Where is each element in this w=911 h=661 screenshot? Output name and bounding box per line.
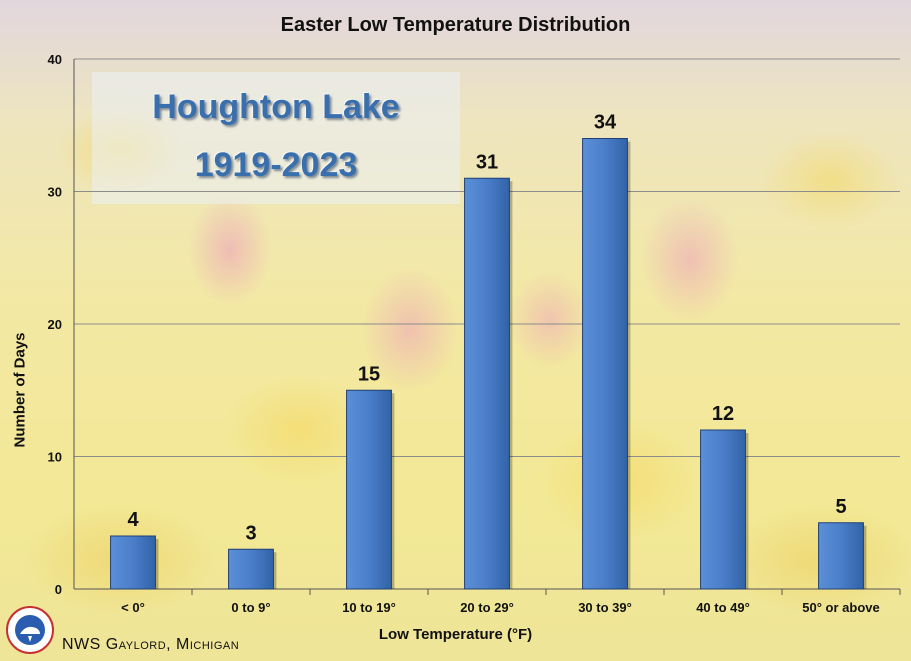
- x-tick-label: 0 to 9°: [231, 600, 270, 615]
- bar: [464, 177, 510, 590]
- x-tick-label: < 0°: [121, 600, 145, 615]
- chart-title: Easter Low Temperature Distribution: [280, 14, 631, 36]
- data-label: 31: [476, 151, 498, 173]
- bar: [582, 138, 628, 590]
- footer-credit: NWS Gaylord, Michigan: [62, 636, 240, 653]
- data-label: 4: [127, 509, 139, 531]
- nws-logo-icon: [6, 606, 54, 654]
- station-box: [92, 72, 460, 204]
- station-name: Houghton Lake: [152, 88, 400, 126]
- period-of-record: 1919-2023: [194, 146, 358, 184]
- x-tick-label: 30 to 39°: [578, 600, 632, 615]
- x-tick-label: 20 to 29°: [460, 600, 514, 615]
- bar: [110, 535, 156, 590]
- bar: [700, 429, 746, 590]
- x-tick-label: 50° or above: [802, 600, 879, 615]
- y-tick-label: 40: [48, 52, 62, 67]
- data-label: 3: [245, 522, 256, 544]
- data-label: 34: [594, 112, 617, 134]
- data-label: 12: [712, 403, 734, 425]
- bar: [228, 548, 274, 590]
- y-tick-label: 10: [48, 450, 62, 465]
- x-axis-label: Low Temperature (°F): [378, 626, 533, 643]
- y-tick-label: 30: [48, 185, 62, 200]
- bar: [818, 522, 864, 590]
- x-tick-label: 10 to 19°: [342, 600, 396, 615]
- data-label: 15: [358, 363, 380, 385]
- bar: [346, 389, 392, 590]
- x-tick-label: 40 to 49°: [696, 600, 750, 615]
- y-tick-label: 20: [48, 317, 62, 332]
- y-axis-label: Number of Days: [11, 332, 29, 448]
- y-tick-label: 0: [55, 582, 62, 597]
- data-label: 5: [835, 496, 846, 518]
